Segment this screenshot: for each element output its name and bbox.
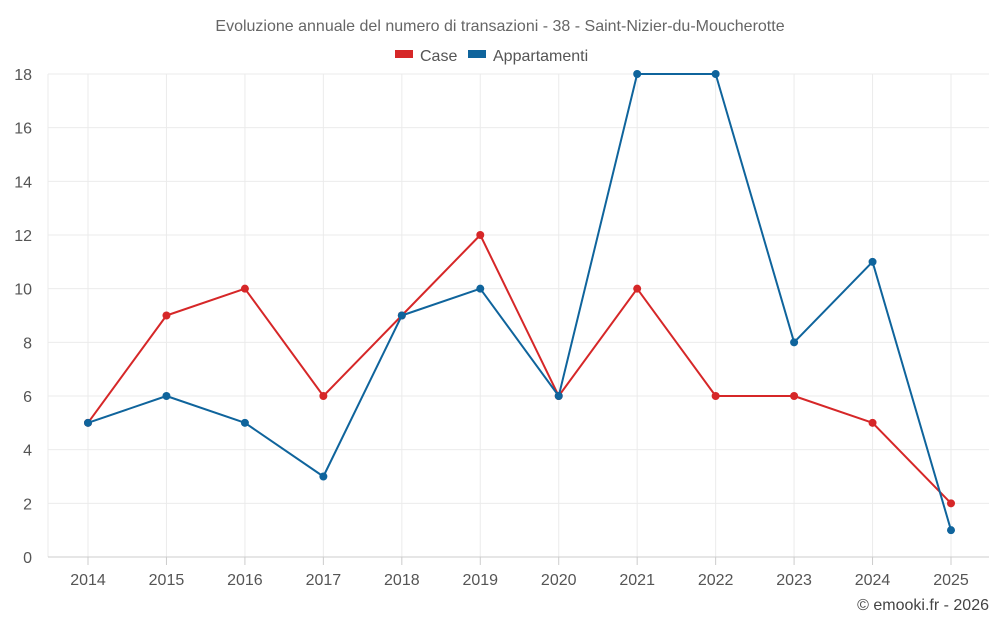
data-point-appartamenti[interactable] — [84, 418, 92, 427]
data-point-appartamenti[interactable] — [476, 284, 485, 293]
x-tick-label: 2025 — [933, 572, 969, 589]
data-point-appartamenti[interactable] — [162, 392, 171, 400]
data-point-case[interactable] — [240, 284, 249, 293]
x-tick-label: 2020 — [541, 572, 577, 589]
chart-title: Evoluzione annuale del numero di transaz… — [215, 18, 784, 35]
y-tick-label: 12 — [14, 228, 32, 245]
data-point-appartamenti[interactable] — [319, 472, 328, 481]
y-tick-label: 6 — [23, 389, 32, 406]
x-tick-label: 2016 — [227, 572, 263, 589]
data-point-case[interactable] — [633, 284, 642, 293]
data-point-case[interactable] — [711, 392, 720, 400]
legend-swatch-case — [395, 50, 413, 58]
series-line-case — [87, 234, 952, 505]
data-point-case[interactable] — [790, 392, 799, 400]
credit-text: © emooki.fr - 2026 — [857, 597, 989, 614]
y-tick-label: 10 — [14, 282, 32, 299]
data-point-appartamenti[interactable] — [554, 392, 563, 400]
data-point-case[interactable] — [162, 311, 171, 320]
x-tick-label: 2018 — [384, 572, 420, 589]
x-tick-label: 2024 — [855, 572, 891, 589]
series-case — [84, 231, 955, 508]
y-tick-label: 14 — [14, 174, 32, 191]
data-point-appartamenti[interactable] — [868, 257, 877, 266]
x-tick-label: 2021 — [619, 572, 655, 589]
data-point-case[interactable] — [319, 392, 328, 400]
x-tick-label: 2022 — [698, 572, 734, 589]
legend-label-appartamenti: Appartamenti — [493, 48, 588, 65]
data-point-case[interactable] — [947, 499, 955, 508]
x-tick-label: 2015 — [149, 572, 185, 589]
data-point-appartamenti[interactable] — [633, 70, 642, 78]
y-tick-label: 18 — [14, 67, 32, 84]
data-point-appartamenti[interactable] — [711, 70, 720, 78]
data-point-case[interactable] — [868, 418, 877, 427]
series-line-appartamenti — [87, 73, 952, 531]
legend-swatch-appartamenti — [468, 50, 486, 58]
x-tick-label: 2019 — [462, 572, 498, 589]
x-tick-label: 2017 — [306, 572, 342, 589]
x-tick-label: 2014 — [70, 572, 106, 589]
data-point-appartamenti[interactable] — [790, 338, 799, 347]
y-tick-label: 0 — [23, 550, 32, 567]
series-appartamenti — [84, 70, 955, 535]
legend: Case Appartamenti — [395, 48, 588, 65]
legend-label-case: Case — [420, 48, 457, 65]
axes: 0 2 4 6 8 10 12 14 16 18 2014 2015 2016 2017 2018 2019 2… — [14, 67, 989, 589]
x-tick-label: 2023 — [776, 572, 812, 589]
y-tick-label: 16 — [14, 121, 32, 138]
data-point-case[interactable] — [476, 231, 485, 239]
y-tick-label: 4 — [23, 443, 32, 460]
y-tick-label: 8 — [23, 335, 32, 352]
data-point-appartamenti[interactable] — [947, 526, 955, 535]
data-point-appartamenti[interactable] — [397, 311, 406, 320]
data-point-appartamenti[interactable] — [240, 418, 249, 427]
y-tick-label: 2 — [23, 496, 32, 513]
series-group — [84, 70, 955, 535]
